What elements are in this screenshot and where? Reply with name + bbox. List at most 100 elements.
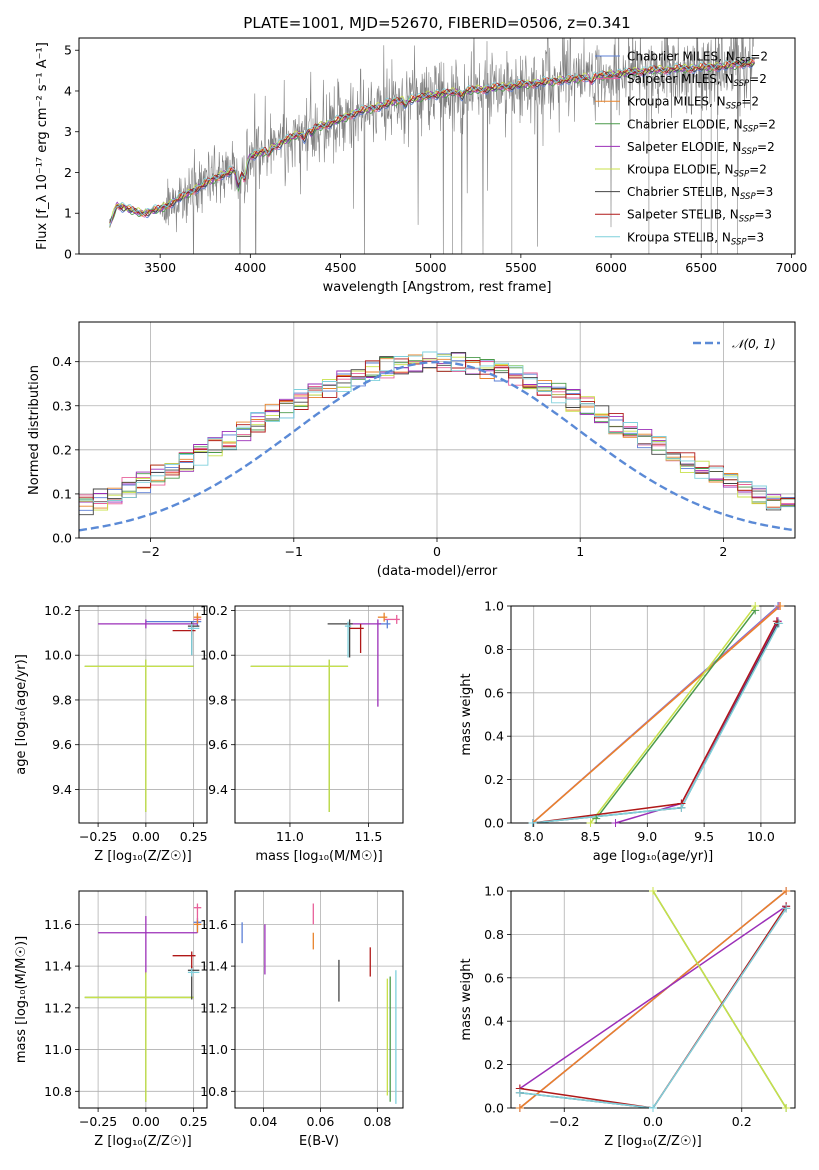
x-tick-label: 11.0 (276, 829, 304, 844)
y-tick-label: 10.8 (44, 1084, 72, 1099)
x-axis-label: (data-model)/error (377, 564, 498, 579)
y-axis-label: age [log₁₀(age/yr)] (14, 654, 29, 775)
weight-line-chabrier-elodie (595, 609, 756, 820)
x-tick-label: −2 (141, 544, 159, 559)
y-tick-label: 0.3 (52, 398, 72, 413)
panel-massweight_vs_Z: −0.2 0.0 0.2 0.0 0.2 0.4 0.6 0.8 1.0 Z [log₁₀(Z/Z… (459, 884, 796, 1149)
x-tick-label: 0.06 (307, 1114, 335, 1129)
panel-spectrum: 3500 4000 4500 5000 5500 6000 6500 7000 0 1 2 3 4 5 wa… (35, 37, 807, 295)
y-tick-label: 9.4 (52, 782, 72, 797)
x-axis-label: age [log₁₀(age/yr)] (593, 849, 714, 864)
plot-layer: 3500 4000 4500 5000 5500 6000 6500 7000 0 1 2 3 4 5 wa… (14, 37, 807, 1149)
weight-marker (751, 602, 760, 610)
weight-marker (775, 619, 784, 628)
y-tick-label: 0.8 (484, 927, 504, 942)
weight-marker (515, 1104, 524, 1112)
x-tick-label: 0.2 (732, 1114, 752, 1129)
x-tick-label: −0.2 (549, 1114, 579, 1129)
x-tick-label: 0.0 (643, 1114, 663, 1129)
x-tick-label: 0 (433, 544, 441, 559)
x-tick-label: 0.25 (180, 829, 208, 844)
plot-area (79, 351, 795, 532)
axes-frame (78, 890, 208, 1109)
y-axis-label: mass [log₁₀(M/M☉)] (14, 936, 29, 1063)
weight-marker (776, 602, 785, 610)
x-tick-label: 10.0 (747, 829, 775, 844)
x-tick-label: 9.0 (637, 829, 657, 844)
y-tick-label: 0.0 (52, 531, 72, 546)
weight-line-chabrier-stelib (532, 623, 779, 823)
legend-label: Salpeter MILES, NSSP=2 (627, 72, 767, 89)
y-tick-label: 10.8 (200, 1084, 228, 1099)
y-tick-label: 0.4 (484, 729, 504, 744)
x-tick-label: 4000 (234, 260, 266, 275)
y-tick-label: 0.2 (484, 1057, 504, 1072)
x-axis-label: mass [log₁₀(M/M☉)] (255, 849, 382, 864)
legend-label: Salpeter ELODIE, NSSP=2 (627, 140, 775, 157)
x-tick-label: 2 (719, 544, 727, 559)
panel-massweight_vs_age: 8.0 8.5 9.0 9.5 10.0 0.0 0.2 0.4 0.6 0.8 1.0 age [l… (459, 599, 796, 864)
y-tick-label: 0.2 (52, 442, 72, 457)
panel-mass_vs_Z: −0.25 0.00 0.25 10.8 11.0 11.2 11.4 11.6 Z [log₁… (14, 890, 208, 1149)
x-tick-label: 4500 (325, 260, 357, 275)
weight-marker (649, 887, 657, 895)
y-tick-label: 11.6 (200, 917, 228, 932)
panel-mass_vs_ebv: 0.04 0.06 0.08 10.8 11.0 11.2 11.4 11.6 E(B-V) (200, 890, 404, 1149)
weight-marker (586, 819, 595, 827)
weight-marker (611, 819, 620, 827)
normal-curve (79, 360, 793, 532)
axes-frame (510, 605, 796, 824)
y-tick-label: 0.4 (52, 354, 72, 369)
y-tick-label: 11.0 (44, 1042, 72, 1057)
weight-line-salpeter-elodie (519, 905, 787, 1090)
y-tick-label: 9.8 (208, 692, 228, 707)
y-tick-label: 11.2 (44, 1000, 72, 1015)
weight-line-kroupa-stelib (532, 623, 780, 823)
x-tick-label: −1 (285, 544, 303, 559)
x-tick-label: 0.04 (250, 1114, 278, 1129)
weight-marker (528, 819, 537, 827)
model-curve-kroupa-stelib (109, 57, 755, 226)
y-tick-label: 11.0 (200, 1042, 228, 1057)
y-tick-label: 10.2 (200, 603, 228, 618)
y-tick-label: 11.4 (200, 959, 228, 974)
y-tick-label: 0.6 (484, 685, 504, 700)
x-tick-label: 3500 (144, 260, 176, 275)
y-tick-label: 5 (64, 43, 72, 58)
x-axis-label: Z [log₁₀(Z/Z☉)] (94, 849, 191, 864)
plot-area (532, 606, 781, 823)
y-tick-label: 1.0 (484, 599, 504, 614)
y-tick-label: 10.2 (44, 603, 72, 618)
weight-marker (677, 803, 686, 812)
y-tick-label: 0.2 (484, 772, 504, 787)
x-tick-label: −0.25 (79, 829, 117, 844)
plot-area (109, 38, 755, 254)
x-tick-label: 6500 (685, 260, 717, 275)
x-tick-label: 9.5 (694, 829, 714, 844)
y-tick-label: 1 (64, 206, 72, 221)
x-axis-label: Z [log₁₀(Z/Z☉)] (94, 1134, 191, 1149)
y-tick-label: 0.0 (484, 816, 504, 831)
x-tick-label: 8.5 (581, 829, 601, 844)
histogram-salpeter-stelib (79, 358, 795, 502)
y-axis-label: Normed distribution (27, 365, 42, 495)
weight-marker (515, 1088, 524, 1097)
weight-line-kroupa-elodie (589, 606, 756, 823)
weight-marker (782, 887, 791, 895)
weight-marker (649, 1104, 657, 1112)
plot-area (519, 891, 787, 1108)
y-tick-label: 0 (64, 247, 72, 262)
plot-area (84, 903, 202, 1102)
weight-line-kroupa-miles (532, 606, 781, 823)
axes-frame (234, 605, 404, 824)
y-tick-label: 11.4 (44, 959, 72, 974)
plot-area (250, 612, 400, 812)
figure-title: PLATE=1001, MJD=52670, FIBERID=0506, z=0… (243, 14, 630, 32)
x-axis-label: wavelength [Angstrom, rest frame] (323, 280, 552, 295)
x-tick-label: 5000 (415, 260, 447, 275)
legend-label: Kroupa ELODIE, NSSP=2 (627, 163, 767, 180)
x-axis-label: E(B-V) (299, 1134, 339, 1149)
legend-label: Salpeter STELIB, NSSP=3 (627, 208, 772, 225)
y-tick-label: 9.4 (208, 782, 228, 797)
y-tick-label: 10.0 (44, 648, 72, 663)
